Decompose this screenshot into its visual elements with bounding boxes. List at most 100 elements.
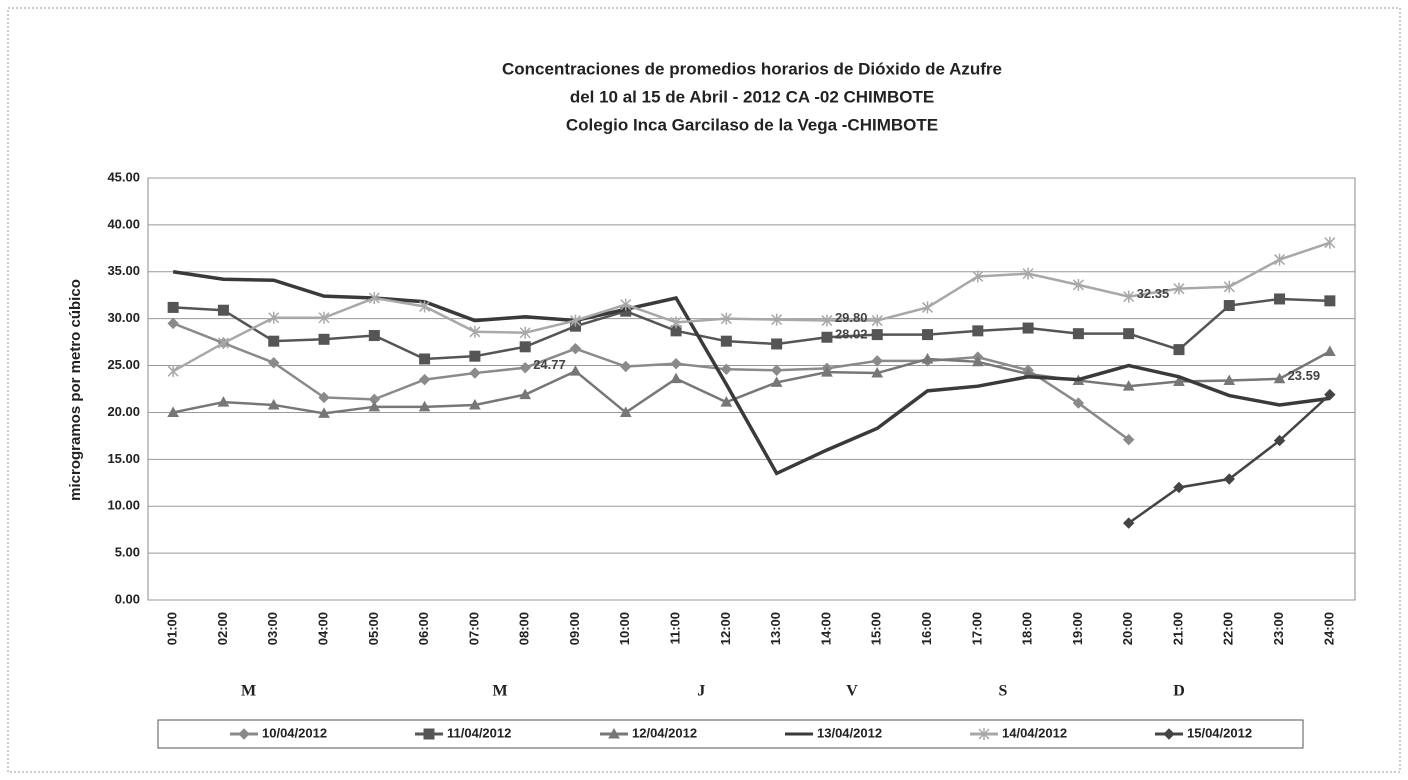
marker xyxy=(167,406,179,417)
x-tick-label: 22:00 xyxy=(1221,612,1236,645)
marker xyxy=(1122,380,1135,391)
legend-label: 11/04/2012 xyxy=(447,725,511,740)
legend-marker xyxy=(608,727,620,739)
marker xyxy=(871,329,883,341)
marker xyxy=(519,388,532,400)
day-label: V xyxy=(846,683,858,700)
marker xyxy=(268,335,280,347)
marker xyxy=(971,355,984,367)
marker xyxy=(1173,375,1185,386)
marker xyxy=(1274,253,1286,266)
series-line xyxy=(172,322,1130,441)
marker xyxy=(921,352,934,364)
marker xyxy=(921,301,934,314)
data-label: 24.77 xyxy=(533,357,566,372)
legend-label: 13/04/2012 xyxy=(817,725,882,740)
marker xyxy=(519,362,531,374)
marker xyxy=(972,325,984,337)
data-label: 23.59 xyxy=(1288,368,1321,383)
legend-label: 15/04/2012 xyxy=(1187,725,1252,740)
marker xyxy=(619,406,632,417)
marker xyxy=(1223,473,1235,485)
marker xyxy=(217,304,229,316)
x-tick-label: 08:00 xyxy=(517,612,532,645)
y-tick-label: 20.00 xyxy=(107,404,140,419)
marker xyxy=(1122,433,1135,446)
marker xyxy=(770,376,783,387)
marker xyxy=(1072,278,1084,291)
marker xyxy=(1223,374,1236,386)
marker xyxy=(720,335,732,347)
x-tick-label: 13:00 xyxy=(768,612,783,645)
marker xyxy=(418,400,431,412)
marker xyxy=(469,350,481,362)
marker xyxy=(670,372,682,384)
marker xyxy=(1022,267,1034,280)
series-line xyxy=(172,270,1331,476)
marker xyxy=(670,316,682,329)
legend-label: 14/04/2012 xyxy=(1002,725,1067,740)
day-label: M xyxy=(241,683,256,700)
marker xyxy=(268,357,280,369)
marker xyxy=(368,292,380,305)
marker xyxy=(821,366,833,377)
marker xyxy=(620,360,632,373)
marker xyxy=(720,312,732,325)
chart-title: del 10 al 15 de Abril - 2012 CA -02 CHIM… xyxy=(570,87,934,106)
marker xyxy=(972,270,984,283)
marker xyxy=(770,364,783,376)
marker xyxy=(1223,280,1235,293)
legend-marker xyxy=(423,728,435,740)
marker xyxy=(318,391,330,404)
x-tick-label: 07:00 xyxy=(466,612,481,645)
marker xyxy=(1273,434,1286,447)
frame xyxy=(7,7,1401,773)
x-tick-label: 14:00 xyxy=(818,612,833,645)
data-label: 32.35 xyxy=(1137,286,1170,301)
marker xyxy=(871,367,884,378)
marker xyxy=(620,298,632,311)
x-tick-label: 18:00 xyxy=(1020,612,1035,645)
data-label: 28.02 xyxy=(835,327,868,342)
marker xyxy=(469,398,481,410)
x-tick-label: 19:00 xyxy=(1070,612,1085,645)
x-tick-label: 01:00 xyxy=(165,612,180,645)
marker xyxy=(1324,236,1336,249)
x-tick-label: 15:00 xyxy=(869,612,884,645)
series-line xyxy=(173,297,1330,361)
marker xyxy=(922,329,934,341)
y-tick-label: 10.00 xyxy=(107,498,140,513)
marker xyxy=(217,396,230,407)
y-tick-label: 5.00 xyxy=(115,545,140,560)
marker xyxy=(418,373,431,386)
x-tick-label: 03:00 xyxy=(265,612,280,645)
plot-area xyxy=(147,177,1356,601)
marker xyxy=(318,407,330,418)
series-line xyxy=(172,350,1331,415)
legend-label: 12/04/2012 xyxy=(632,725,697,740)
y-tick-label: 15.00 xyxy=(107,451,140,466)
legend-label: 10/04/2012 xyxy=(262,725,327,740)
marker xyxy=(1022,322,1034,334)
day-label: M xyxy=(492,683,507,700)
y-tick-label: 30.00 xyxy=(107,310,140,325)
marker xyxy=(419,300,431,313)
marker xyxy=(720,363,733,376)
marker xyxy=(871,314,883,327)
data-label: 29.80 xyxy=(835,310,868,325)
marker xyxy=(1324,388,1336,401)
y-tick-label: 45.00 xyxy=(107,169,140,184)
series-line xyxy=(172,241,1331,373)
legend-marker xyxy=(1163,728,1175,740)
legend-marker xyxy=(238,728,250,740)
marker xyxy=(1324,345,1336,356)
chart-title: Colegio Inca Garcilaso de la Vega -CHIMB… xyxy=(566,115,938,134)
x-tick-label: 04:00 xyxy=(315,612,330,645)
marker xyxy=(167,301,179,313)
x-tick-label: 09:00 xyxy=(567,612,582,645)
x-tick-label: 06:00 xyxy=(416,612,431,645)
marker xyxy=(519,326,531,339)
marker xyxy=(469,367,481,379)
legend-marker xyxy=(978,728,990,740)
